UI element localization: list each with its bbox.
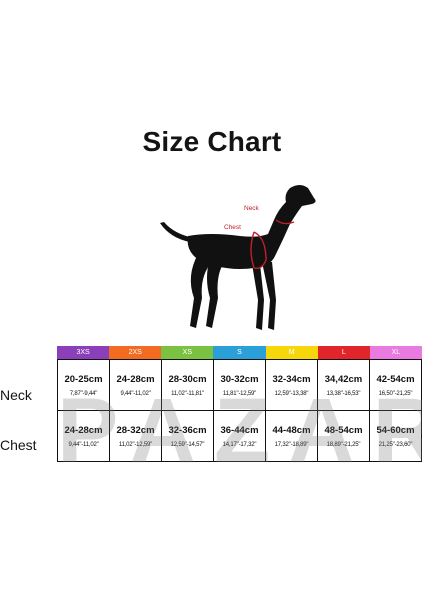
table-cell: 36-44cm 14,17"-17,32": [214, 411, 266, 461]
table-cell: 34,42cm 13,38"-16,53": [318, 360, 370, 410]
table-cell: 48-54cm 18,89"-21,25": [318, 411, 370, 461]
table-cell: 24-28cm 9,44"-11,02": [58, 411, 110, 461]
size-header-l: L: [317, 346, 370, 359]
size-header-row: 3XS 2XS XS S M L XL: [57, 346, 422, 359]
size-header-xs: XS: [161, 346, 214, 359]
chest-row: 24-28cm 9,44"-11,02" 28-32cm 11,02"-12,59"…: [58, 410, 422, 462]
chest-marker-label: Chest: [224, 224, 241, 231]
table-cell: 44-48cm 17,32"-18,89": [266, 411, 318, 461]
size-header-s: S: [213, 346, 266, 359]
size-header-xl: XL: [369, 346, 422, 359]
size-header-3xs: 3XS: [57, 346, 110, 359]
table-cell: 30-32cm 11,81"-12,59": [214, 360, 266, 410]
table-cell: 28-32cm 11,02"-12,59": [110, 411, 162, 461]
row-label-neck: Neck: [0, 387, 32, 403]
page-title: Size Chart: [142, 126, 282, 157]
size-header-2xs: 2XS: [109, 346, 162, 359]
table-cell: 32-36cm 12,59"-14,57": [162, 411, 214, 461]
table-cell: 42-54cm 16,50"-21,25": [370, 360, 422, 410]
table-cell: 54-60cm 21,25"-23,60": [370, 411, 422, 461]
size-table: 3XS 2XS XS S M L XL 20-25cm 7,87"-9,44" 2…: [57, 346, 422, 462]
neck-row: 20-25cm 7,87"-9,44" 24-28cm 9,44"-11,02" 2…: [58, 359, 422, 410]
dog-silhouette: [160, 185, 316, 330]
table-cell: 32-34cm 12,59"-13,38": [266, 360, 318, 410]
neck-marker-label: Neck: [244, 205, 259, 212]
size-header-m: M: [265, 346, 318, 359]
row-label-chest: Chest: [0, 437, 37, 453]
table-cell: 24-28cm 9,44"-11,02": [110, 360, 162, 410]
table-cell: 28-30cm 11,02"-11,81": [162, 360, 214, 410]
table-cell: 20-25cm 7,87"-9,44": [58, 360, 110, 410]
